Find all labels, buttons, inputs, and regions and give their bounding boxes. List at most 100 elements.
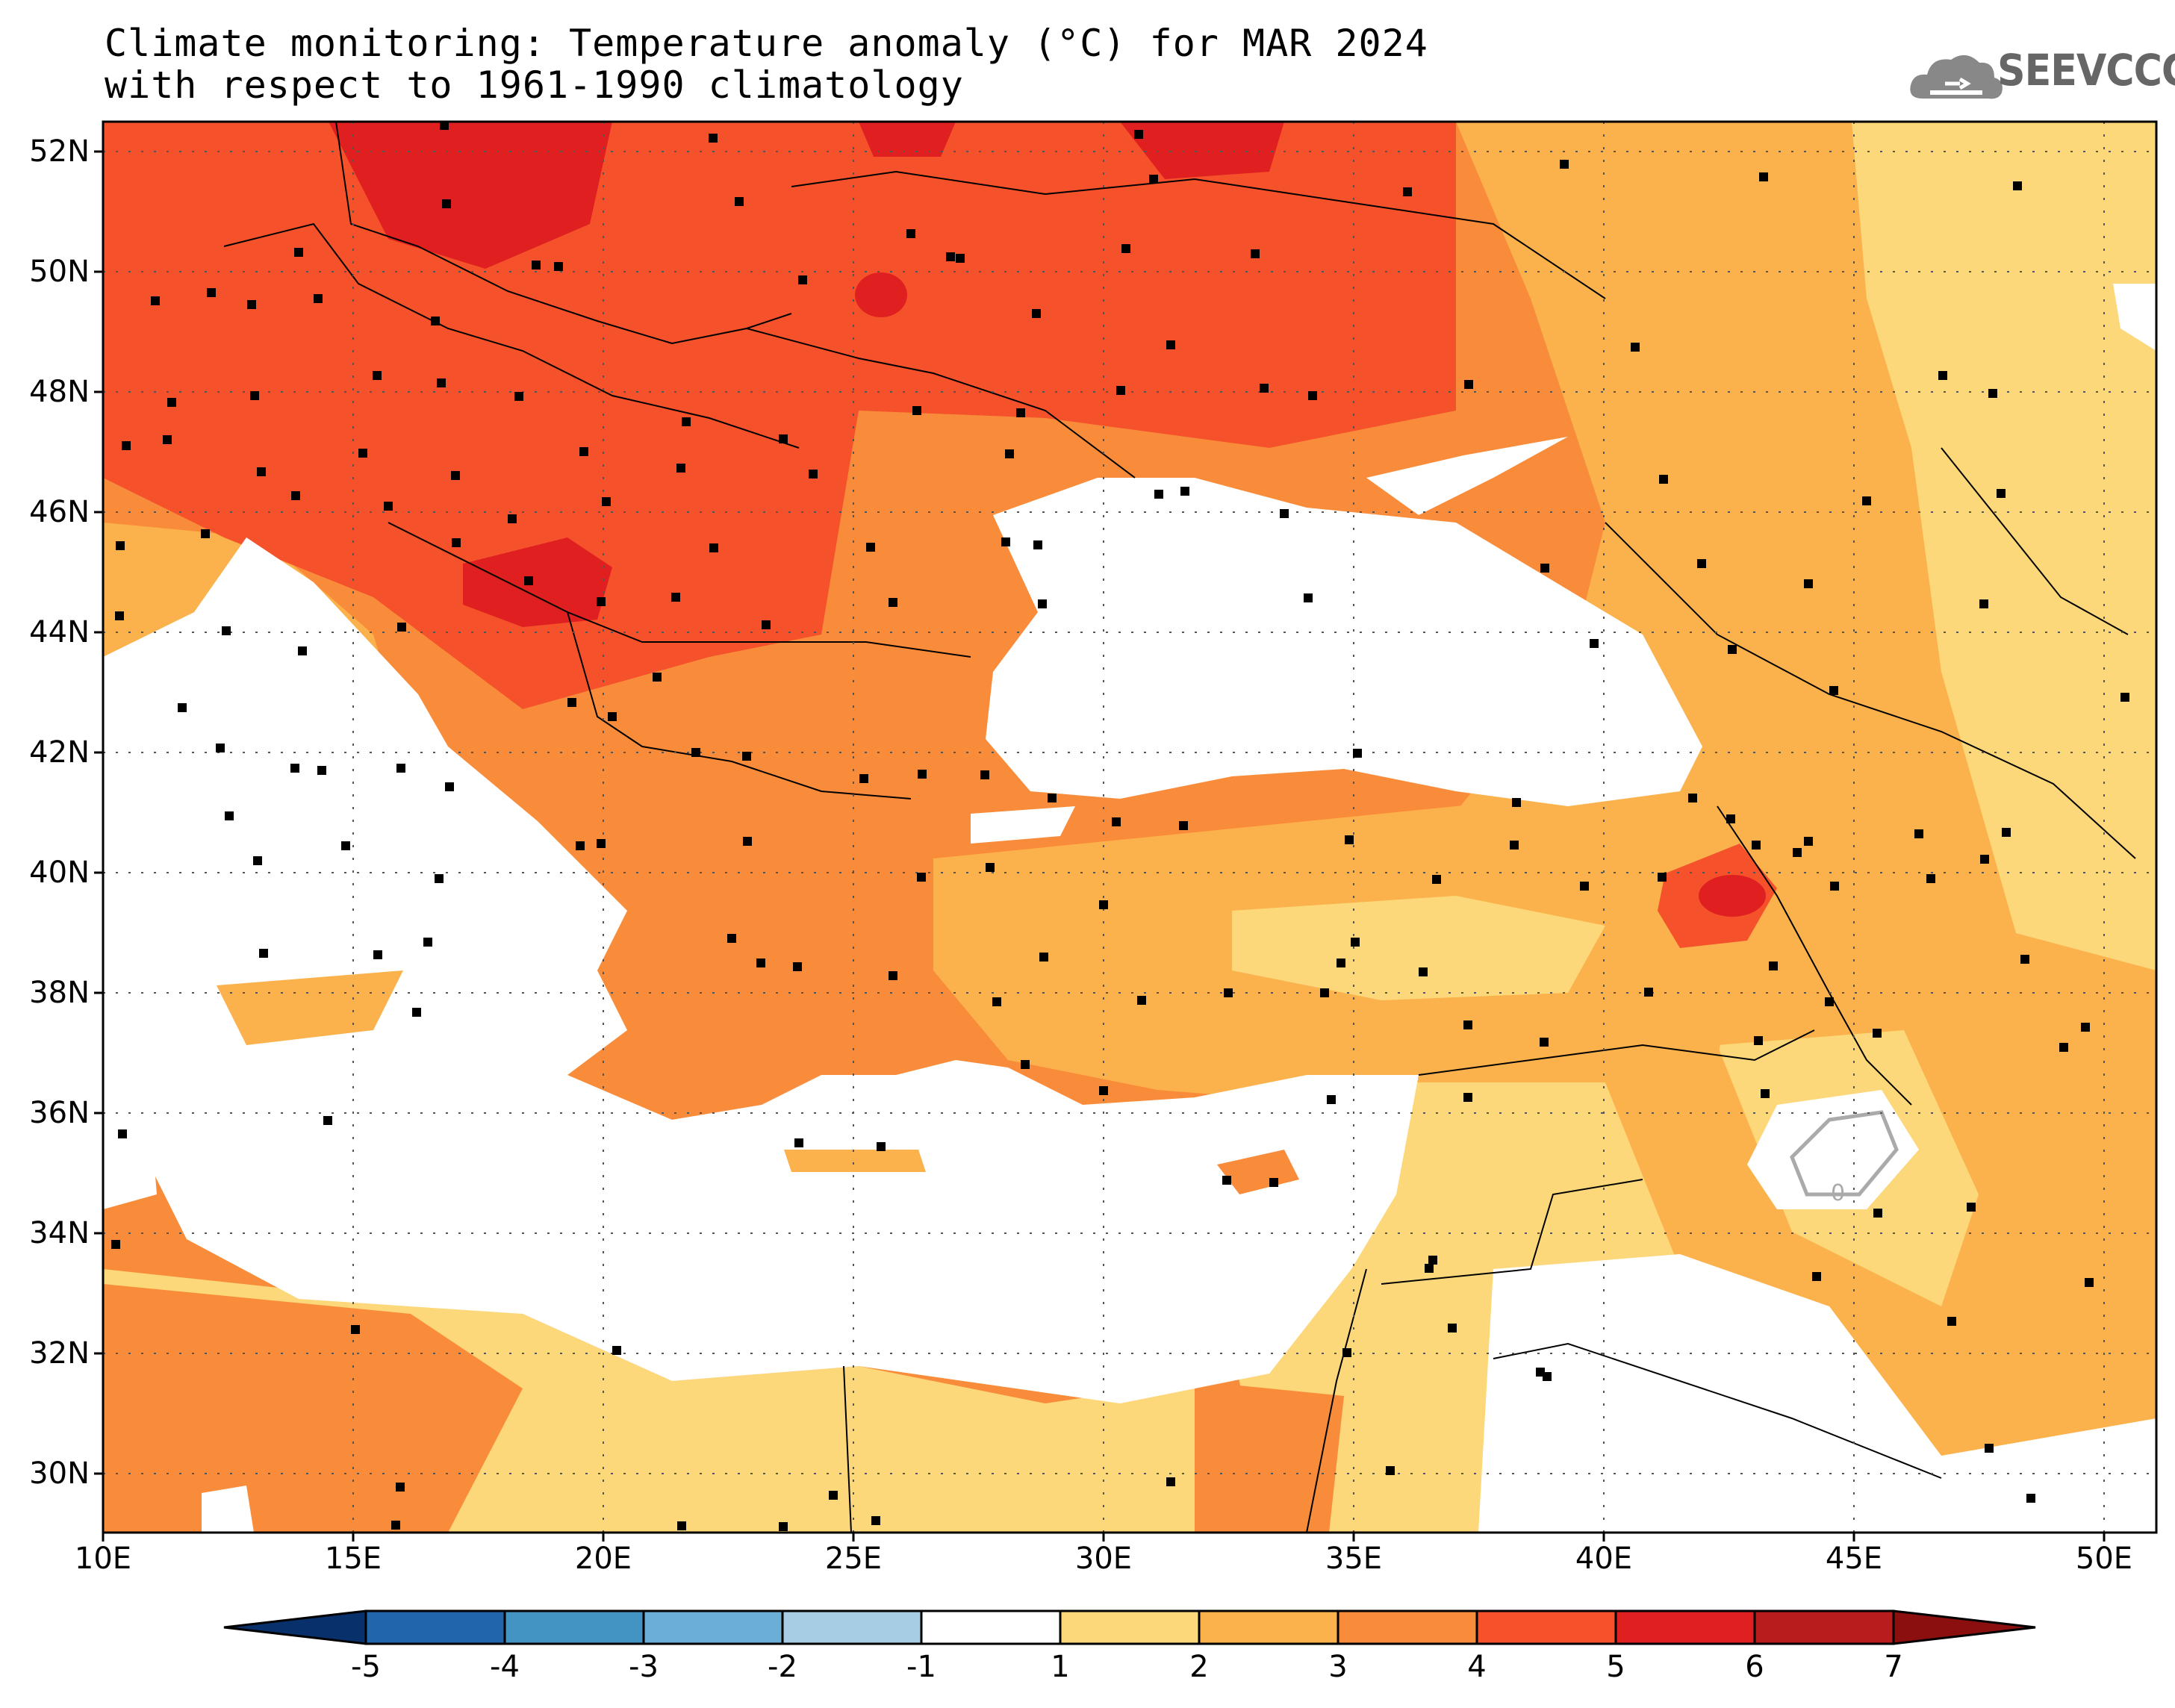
anomaly-fields bbox=[103, 122, 2156, 1533]
station-marker bbox=[576, 841, 585, 850]
station-marker bbox=[253, 856, 262, 865]
lat-label: 42N bbox=[29, 735, 90, 770]
station-marker bbox=[451, 471, 460, 480]
station-marker bbox=[437, 378, 446, 387]
station-marker bbox=[1320, 988, 1329, 997]
colorbar-label: 3 bbox=[1328, 1650, 1348, 1684]
station-marker bbox=[1448, 1324, 1457, 1333]
station-marker bbox=[871, 1516, 880, 1525]
station-marker bbox=[163, 435, 172, 444]
station-marker bbox=[317, 766, 326, 775]
station-marker bbox=[257, 467, 266, 476]
station-marker bbox=[1463, 1093, 1472, 1102]
station-marker bbox=[1761, 1089, 1770, 1098]
station-marker bbox=[1830, 882, 1839, 891]
station-marker bbox=[167, 398, 176, 407]
lon-label: 50E bbox=[2075, 1542, 2133, 1576]
station-marker bbox=[1337, 959, 1345, 967]
station-marker bbox=[1825, 997, 1834, 1006]
lat-label: 44N bbox=[29, 615, 90, 649]
station-marker bbox=[442, 199, 451, 208]
station-marker bbox=[151, 296, 160, 305]
field-5-6-balkans bbox=[463, 537, 612, 627]
colorbar-label: 1 bbox=[1051, 1650, 1070, 1684]
station-marker bbox=[445, 782, 454, 791]
station-marker bbox=[946, 252, 955, 261]
station-marker bbox=[608, 712, 617, 721]
station-marker bbox=[1038, 599, 1047, 608]
colorbar bbox=[223, 1609, 2036, 1645]
station-marker bbox=[682, 417, 691, 426]
station-marker bbox=[1425, 1264, 1434, 1273]
station-marker bbox=[1033, 540, 1042, 549]
station-marker bbox=[1812, 1272, 1821, 1281]
station-marker bbox=[1342, 1348, 1351, 1357]
colorbar-label: 4 bbox=[1467, 1650, 1487, 1684]
station-marker bbox=[1032, 309, 1041, 318]
station-marker bbox=[314, 294, 323, 303]
station-marker bbox=[351, 1325, 360, 1334]
station-marker bbox=[793, 962, 802, 971]
station-marker bbox=[676, 464, 685, 473]
station-marker bbox=[918, 770, 927, 779]
station-marker bbox=[1997, 489, 2006, 498]
colorbar-label: 7 bbox=[1884, 1650, 1903, 1684]
station-marker bbox=[756, 959, 765, 967]
station-marker bbox=[1005, 449, 1014, 458]
station-marker bbox=[1403, 187, 1412, 196]
colorbar-swatch bbox=[1614, 1609, 1756, 1645]
station-marker bbox=[1688, 794, 1697, 802]
station-marker bbox=[956, 254, 965, 263]
axis-ticks bbox=[94, 150, 2106, 1542]
field-5-6-russia bbox=[1120, 122, 1284, 179]
station-marker bbox=[514, 392, 523, 401]
station-marker bbox=[1793, 848, 1802, 857]
station-marker bbox=[116, 541, 125, 550]
station-marker bbox=[1134, 130, 1143, 139]
sea-of-azov bbox=[1366, 437, 1568, 515]
station-marker bbox=[1988, 389, 1997, 398]
contour-zero-label: 0 bbox=[1831, 1180, 1845, 1206]
station-marker bbox=[906, 229, 915, 238]
station-marker bbox=[1166, 1477, 1175, 1486]
station-marker bbox=[1769, 961, 1778, 970]
station-marker bbox=[532, 261, 541, 269]
station-marker bbox=[1914, 829, 1923, 838]
station-marker bbox=[384, 502, 393, 511]
station-marker bbox=[612, 1346, 621, 1355]
logo-text: SEEVCCC bbox=[1997, 45, 2175, 96]
title-line-1: Climate monitoring: Temperature anomaly … bbox=[105, 22, 1428, 65]
station-marker bbox=[440, 121, 449, 130]
station-marker bbox=[1463, 1020, 1472, 1029]
station-marker bbox=[291, 491, 300, 500]
station-marker bbox=[435, 874, 444, 883]
lon-label: 40E bbox=[1575, 1542, 1633, 1576]
station-marker bbox=[1166, 340, 1175, 349]
station-marker bbox=[1224, 988, 1233, 997]
station-marker bbox=[2002, 828, 2011, 837]
station-marker bbox=[1512, 798, 1521, 807]
station-marker bbox=[1137, 996, 1146, 1005]
lat-label: 30N bbox=[29, 1456, 90, 1491]
station-marker bbox=[1464, 380, 1473, 389]
mediterranean-sea bbox=[103, 537, 1419, 1403]
marmara-sea bbox=[971, 806, 1075, 844]
station-marker bbox=[917, 873, 926, 882]
field-5-6-poland bbox=[329, 122, 612, 269]
station-marker bbox=[207, 288, 216, 297]
cloud-logo-icon bbox=[1910, 54, 2003, 99]
station-marker bbox=[247, 300, 256, 309]
station-marker bbox=[1039, 953, 1048, 961]
lat-label: 40N bbox=[29, 855, 90, 890]
station-marker bbox=[1938, 371, 1947, 380]
station-marker bbox=[597, 839, 606, 848]
station-marker bbox=[1644, 988, 1653, 997]
station-marker bbox=[1759, 172, 1768, 181]
station-marker bbox=[298, 646, 307, 655]
colorbar-label: 2 bbox=[1189, 1650, 1209, 1684]
field-5-6-east-turkey bbox=[1699, 875, 1766, 917]
station-marker bbox=[1353, 749, 1362, 758]
station-marker bbox=[554, 262, 563, 271]
station-marker bbox=[1419, 967, 1428, 976]
station-marker bbox=[743, 837, 752, 846]
